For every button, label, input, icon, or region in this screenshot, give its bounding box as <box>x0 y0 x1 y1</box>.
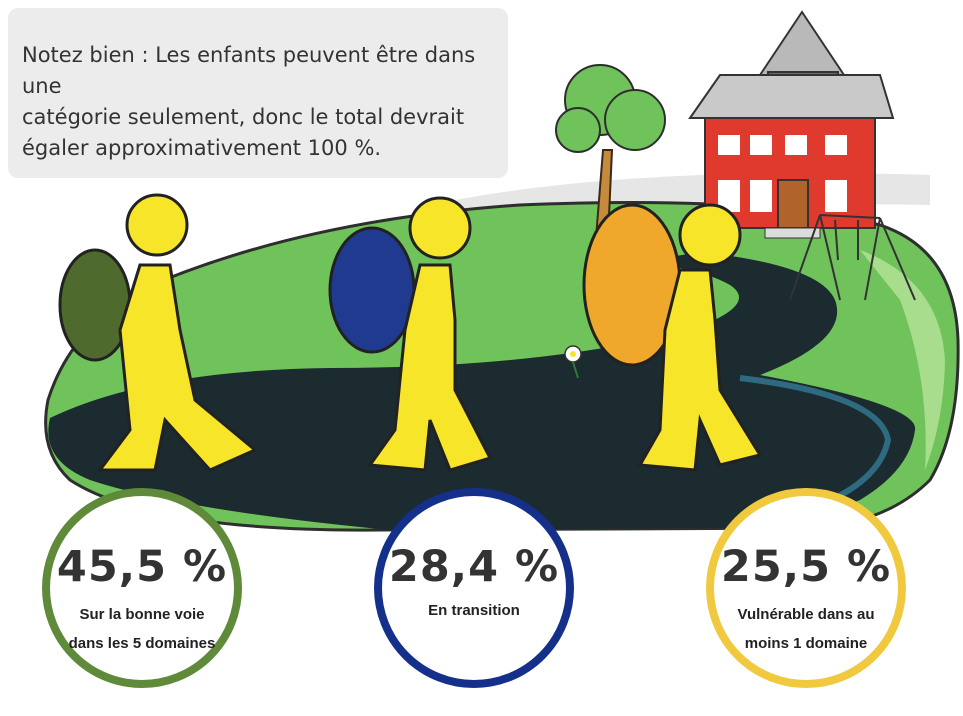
stat-vulnerable-label: Vulnérable dans au moins 1 domaine <box>726 600 886 658</box>
school-building <box>688 10 895 239</box>
stat-vulnerable-value: 25,5 % <box>720 542 892 592</box>
stat-on-track: 45,5 % Sur la bonne voie dans les 5 doma… <box>42 488 242 688</box>
stat-in-transition-label: En transition <box>428 602 520 619</box>
stat-on-track-label: Sur la bonne voie dans les 5 domaines <box>62 600 222 658</box>
note-line-2: catégorie seulement, donc le total devra… <box>22 105 465 129</box>
note-line-3: égaler approximativement 100 %. <box>22 136 382 160</box>
stat-on-track-value: 45,5 % <box>56 542 228 592</box>
road <box>48 252 916 530</box>
child-green-backpack <box>58 193 258 472</box>
stat-in-transition-value: 28,4 % <box>388 542 560 592</box>
road-edge <box>739 375 892 508</box>
note-box: Notez bien : Les enfants peuvent être da… <box>8 8 508 178</box>
stat-in-transition: 28,4 % En transition <box>374 488 574 688</box>
child-blue-backpack <box>328 196 493 472</box>
stat-vulnerable-label-line1: Vulnérable dans au <box>737 606 875 623</box>
hill-highlight <box>860 250 945 470</box>
stat-vulnerable: 25,5 % Vulnérable dans au moins 1 domain… <box>706 488 906 688</box>
stat-on-track-label-line1: Sur la bonne voie <box>79 606 205 623</box>
flower-icon <box>564 345 582 379</box>
note-line-1: Notez bien : Les enfants peuvent être da… <box>22 43 476 98</box>
stat-vulnerable-label-line2: moins 1 domaine <box>744 635 868 652</box>
tree <box>555 64 666 239</box>
swing-set <box>789 214 916 301</box>
stat-on-track-label-line2: dans les 5 domaines <box>68 635 216 652</box>
child-orange-backpack <box>582 203 763 472</box>
